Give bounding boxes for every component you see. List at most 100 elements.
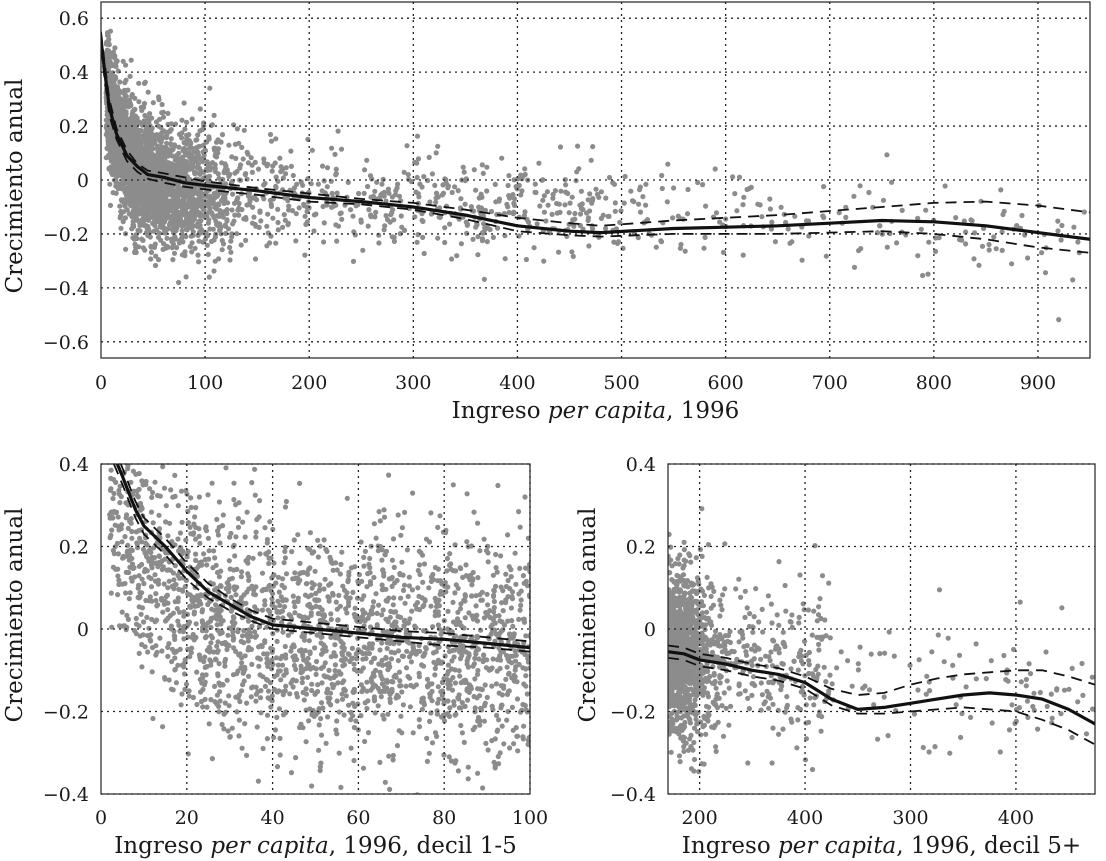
data-point bbox=[358, 219, 364, 225]
data-point bbox=[371, 521, 377, 527]
data-point bbox=[464, 230, 470, 236]
data-point bbox=[334, 698, 340, 704]
data-point bbox=[106, 142, 113, 148]
data-point bbox=[226, 693, 232, 699]
data-point bbox=[282, 544, 288, 551]
data-point bbox=[339, 549, 345, 555]
data-point bbox=[505, 618, 511, 624]
data-point bbox=[206, 274, 212, 280]
data-point bbox=[184, 135, 190, 142]
data-point bbox=[358, 539, 364, 545]
data-point bbox=[494, 569, 500, 575]
data-point bbox=[119, 97, 125, 103]
data-point bbox=[350, 213, 356, 219]
data-point bbox=[139, 605, 146, 611]
data-point bbox=[280, 629, 286, 635]
data-point bbox=[482, 682, 488, 688]
data-point bbox=[264, 624, 270, 630]
data-point bbox=[324, 184, 330, 190]
data-point bbox=[480, 785, 486, 791]
data-point bbox=[125, 525, 131, 532]
data-point bbox=[991, 234, 997, 240]
data-point bbox=[162, 424, 167, 429]
data-point bbox=[356, 572, 362, 578]
data-point bbox=[165, 110, 171, 116]
data-point bbox=[201, 207, 207, 213]
data-point bbox=[169, 168, 175, 174]
data-point bbox=[1075, 239, 1081, 245]
data-point bbox=[119, 198, 125, 204]
data-point bbox=[141, 100, 148, 107]
data-point bbox=[164, 243, 170, 249]
data-point bbox=[231, 200, 238, 206]
data-point bbox=[207, 205, 213, 212]
data-point bbox=[501, 622, 507, 628]
data-point bbox=[424, 758, 430, 765]
data-point bbox=[426, 154, 432, 160]
data-point bbox=[191, 609, 197, 615]
data-point bbox=[209, 756, 215, 762]
data-point bbox=[942, 183, 948, 189]
data-point bbox=[239, 660, 245, 666]
data-point bbox=[231, 635, 237, 641]
data-point bbox=[169, 188, 176, 194]
data-point bbox=[193, 198, 199, 204]
data-point bbox=[462, 178, 468, 184]
data-point bbox=[280, 175, 286, 181]
data-point bbox=[285, 632, 291, 638]
data-point bbox=[590, 196, 596, 202]
data-point bbox=[481, 615, 487, 621]
data-point bbox=[521, 723, 527, 729]
data-point bbox=[379, 181, 385, 187]
data-point bbox=[407, 616, 413, 622]
data-point bbox=[470, 236, 476, 242]
data-point bbox=[233, 155, 239, 161]
data-point bbox=[165, 153, 171, 159]
data-point bbox=[215, 223, 222, 229]
data-point bbox=[442, 239, 448, 246]
data-point bbox=[275, 574, 282, 580]
data-point bbox=[205, 161, 211, 167]
data-point bbox=[151, 197, 157, 203]
y-tick-label: 0.6 bbox=[59, 8, 89, 30]
data-point bbox=[360, 247, 366, 253]
data-point bbox=[999, 229, 1005, 235]
data-point bbox=[159, 159, 165, 165]
data-point bbox=[489, 703, 495, 709]
data-point bbox=[445, 685, 452, 691]
data-point bbox=[264, 655, 270, 662]
data-point bbox=[177, 530, 183, 536]
data-point bbox=[122, 534, 128, 540]
data-point bbox=[659, 172, 665, 179]
data-point bbox=[107, 394, 112, 399]
data-point bbox=[449, 687, 456, 693]
data-point bbox=[235, 195, 241, 201]
data-point bbox=[223, 230, 229, 236]
data-point bbox=[637, 184, 643, 190]
data-point bbox=[207, 193, 213, 199]
data-point bbox=[169, 153, 175, 159]
data-point bbox=[259, 570, 266, 576]
data-point bbox=[242, 534, 248, 540]
data-point bbox=[458, 206, 464, 212]
data-point bbox=[501, 741, 507, 747]
data-point bbox=[485, 602, 491, 608]
data-point bbox=[640, 194, 646, 200]
data-point bbox=[368, 659, 374, 665]
data-point bbox=[512, 658, 519, 664]
data-point bbox=[194, 669, 200, 675]
data-point bbox=[202, 147, 208, 153]
data-point bbox=[260, 745, 266, 752]
data-point bbox=[445, 698, 451, 704]
data-point bbox=[274, 714, 280, 721]
data-point bbox=[368, 194, 374, 200]
data-point bbox=[151, 228, 157, 234]
data-point bbox=[473, 187, 479, 193]
data-point bbox=[664, 199, 670, 205]
data-point bbox=[127, 181, 133, 188]
data-point bbox=[399, 559, 405, 565]
data-point bbox=[491, 759, 497, 765]
data-point bbox=[505, 182, 511, 189]
data-point bbox=[108, 590, 114, 596]
data-point bbox=[231, 218, 237, 224]
